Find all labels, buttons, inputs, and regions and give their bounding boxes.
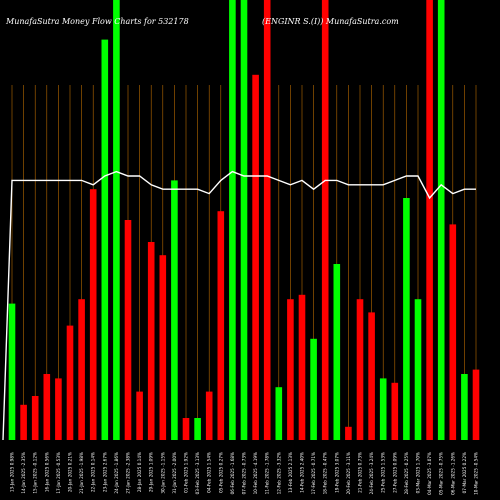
x-tick-label: 14-Feb 2025 2.40% bbox=[300, 452, 305, 493]
trend-line-path bbox=[2, 170, 476, 441]
bar-red bbox=[147, 242, 155, 440]
x-tick-label: 07-Feb 2025 -0.73% bbox=[242, 452, 247, 494]
x-tick-label: 01-Feb 2025 1.92% bbox=[184, 452, 189, 493]
x-tick-label: 03-Mar 2025 1.70% bbox=[416, 452, 421, 493]
x-tick-label: 29-Jan 2025 1.09% bbox=[149, 452, 154, 492]
bar-red bbox=[298, 294, 306, 440]
bar-green bbox=[8, 303, 16, 440]
x-tick-label: 21-Feb 2025 0.73% bbox=[358, 452, 363, 493]
chart-title-right: (ENGINR S.(I)) MunafaSutra.com bbox=[262, 17, 399, 26]
x-tick-label: 03-Feb 2025 -3.13% bbox=[195, 452, 200, 494]
bar-green bbox=[461, 374, 468, 440]
x-tick-label: 19-Feb 2025 3.07% bbox=[334, 452, 339, 493]
bar-red bbox=[31, 396, 39, 440]
x-tick-label: 16-Jan 2025 0.56% bbox=[44, 452, 49, 492]
x-tick-label: 06-Feb 2025 -1.68% bbox=[230, 452, 235, 494]
bar-red bbox=[78, 299, 85, 440]
bar-green bbox=[171, 180, 178, 440]
x-tick-label: 25-Feb 2025 1.53% bbox=[381, 452, 386, 493]
bar-red bbox=[66, 325, 74, 440]
bar-red bbox=[136, 391, 143, 440]
x-tick-label: 27-Feb 2025 0.09% bbox=[392, 452, 397, 493]
chart-title-left: MunafaSutra Money Flow Charts for 532178 bbox=[5, 17, 189, 26]
bar-red bbox=[263, 0, 271, 440]
bar-red bbox=[472, 369, 480, 440]
x-tick-label: 20-Jan 2025 0.21% bbox=[68, 452, 73, 492]
x-tick-label: 28-Jan 2025 0.14% bbox=[137, 452, 142, 492]
x-tick-label: 22-Jan 2025 0.14% bbox=[91, 452, 96, 492]
bar-red bbox=[124, 220, 132, 440]
x-tick-label: 15-Jan 2025 -0.12% bbox=[33, 452, 38, 494]
x-tick-label: 20-Feb 2025 -3.11% bbox=[346, 452, 351, 494]
x-tick-label: 24-Jan 2025 -1.86% bbox=[114, 452, 119, 494]
bar-red bbox=[20, 404, 27, 440]
x-tick-label: 07-Mar 2025 0.22% bbox=[462, 452, 467, 493]
bar-red bbox=[252, 74, 259, 441]
bar-green bbox=[229, 0, 236, 440]
x-tick-label: 10-Feb 2025 -4.19% bbox=[253, 452, 258, 494]
x-tick-label: 18-Feb 2025 -0.47% bbox=[323, 452, 328, 494]
bar-red bbox=[449, 224, 457, 440]
bar-green bbox=[240, 0, 248, 440]
trend-line bbox=[2, 170, 476, 441]
x-tick-label: 11-Feb 2025 -1.78% bbox=[265, 452, 270, 494]
x-tick-label: 10-Mar 2025 -0.54% bbox=[474, 452, 479, 495]
bar-red bbox=[159, 255, 167, 440]
bar-red bbox=[205, 391, 213, 440]
x-tick-label: 28-Feb 2025 -0.25% bbox=[404, 452, 409, 494]
x-tick-labels: 13-Jan 2025 0.98% 14-Jan 2025 -2.35% 15-Ja… bbox=[10, 452, 479, 495]
bar-green bbox=[275, 387, 283, 440]
x-tick-label: 30-Jan 2025 -1.15% bbox=[160, 452, 165, 494]
x-tick-label: 05-Mar 2025 -0.75% bbox=[439, 452, 444, 495]
bar-green bbox=[403, 198, 410, 440]
bar-green bbox=[333, 264, 341, 440]
x-tick-label: 14-Jan 2025 -2.35% bbox=[21, 452, 26, 494]
bar-red bbox=[368, 312, 375, 440]
x-tick-label: 21-Jan 2025 -1.98% bbox=[79, 452, 84, 494]
bar-red bbox=[391, 382, 399, 440]
bar-green bbox=[414, 299, 422, 440]
bar-red bbox=[43, 374, 51, 440]
x-tick-label: 27-Jan 2025 -2.38% bbox=[126, 452, 131, 494]
bars bbox=[8, 0, 480, 441]
bar-red bbox=[356, 299, 364, 440]
x-tick-label: 17-Feb 2025 -0.71% bbox=[311, 452, 316, 494]
bar-green bbox=[437, 0, 445, 440]
x-tick-label: 12-Feb 2025 -3.32% bbox=[276, 452, 281, 494]
x-tick-label: 24-Feb 2025 -3.24% bbox=[369, 452, 374, 494]
bar-green bbox=[101, 39, 109, 440]
bar-red bbox=[345, 426, 352, 440]
x-tick-label: 13-Jan 2025 0.98% bbox=[10, 452, 15, 492]
bar-red bbox=[89, 189, 97, 440]
x-tick-label: 23-Jan 2025 2.67% bbox=[102, 452, 107, 492]
x-tick-label: 06-Mar 2025 -1.26% bbox=[450, 452, 455, 495]
bar-green bbox=[310, 338, 317, 440]
x-tick-label: 13-Feb 2025 2.13% bbox=[288, 452, 293, 493]
x-tick-label: 05-Feb 2025 0.27% bbox=[218, 452, 223, 493]
bar-green bbox=[113, 0, 120, 440]
x-tick-label: 04-Feb 2025 1.54% bbox=[207, 452, 212, 493]
bar-red bbox=[217, 211, 225, 440]
bar-red bbox=[55, 378, 62, 440]
bar-green bbox=[194, 418, 201, 440]
x-tick-label: 31-Jan 2025 -2.00% bbox=[172, 452, 177, 494]
x-tick-label: 17-Jan 2025 -0.53% bbox=[56, 452, 61, 494]
x-tick-label: 04-Mar 2025 -3.07% bbox=[427, 452, 432, 495]
bar-red bbox=[182, 418, 190, 440]
bar-red bbox=[321, 0, 329, 440]
bar-green bbox=[379, 378, 387, 440]
bar-red bbox=[426, 0, 433, 440]
bar-red bbox=[287, 299, 294, 440]
